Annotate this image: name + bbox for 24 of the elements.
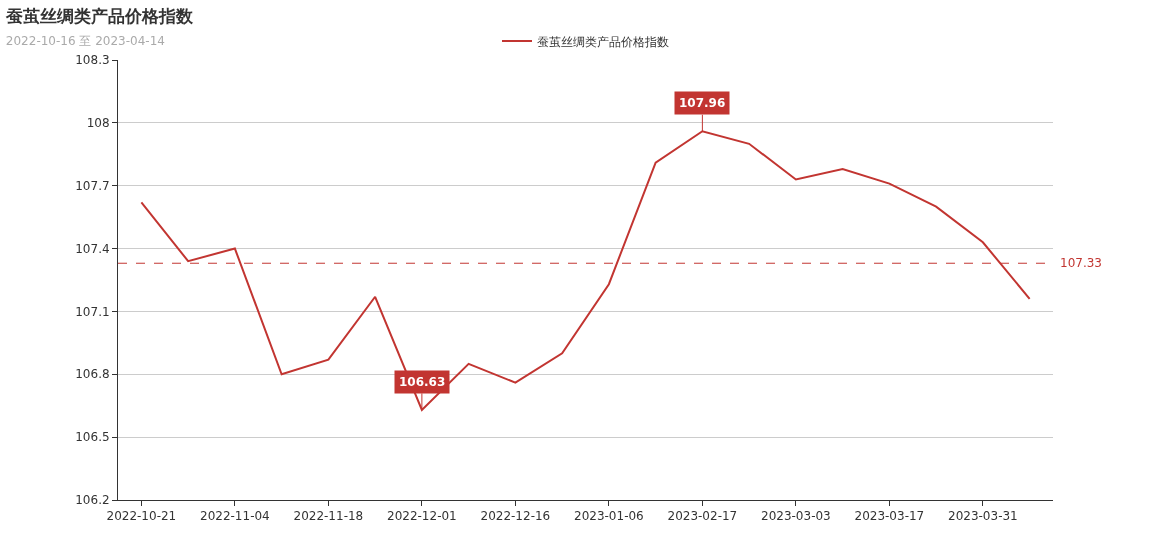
annotation: 106.63 [399, 375, 446, 389]
y-tick-label: 108 [86, 116, 110, 131]
y-tick-label: 106.5 [75, 430, 110, 445]
x-tick-label: 2023-03-31 [948, 509, 1018, 524]
chart-title: 蚕茧丝绸类产品价格指数 [4, 6, 194, 27]
x-tick-label: 2022-11-18 [293, 509, 364, 524]
y-tick-label: 106.2 [75, 493, 110, 508]
y-tick-label: 107.7 [75, 178, 110, 193]
x-tick-label: 2022-12-01 [387, 509, 457, 524]
x-tick-label: 2022-12-16 [480, 509, 551, 524]
chart-subtitle: 2022-10-16 至 2023-04-14 [5, 33, 165, 48]
x-tick-label: 2023-03-17 [854, 509, 925, 524]
x-tick-label: 2022-11-04 [200, 509, 270, 524]
x-tick-label: 2023-02-17 [667, 509, 738, 524]
x-tick-label: 2023-01-06 [574, 509, 644, 524]
legend-label: 蚕茧丝绸类产品价格指数 [537, 34, 669, 49]
x-tick-label: 2022-10-21 [106, 509, 177, 524]
x-tick-label: 2023-03-03 [761, 509, 831, 524]
y-tick-label: 107.4 [75, 241, 110, 256]
y-tick-label: 106.8 [75, 367, 110, 382]
annotation: 107.96 [679, 96, 726, 110]
y-tick-label: 108.3 [75, 53, 110, 68]
ref-line-label: 107.33 [1060, 256, 1102, 270]
y-tick-label: 107.1 [75, 304, 110, 319]
